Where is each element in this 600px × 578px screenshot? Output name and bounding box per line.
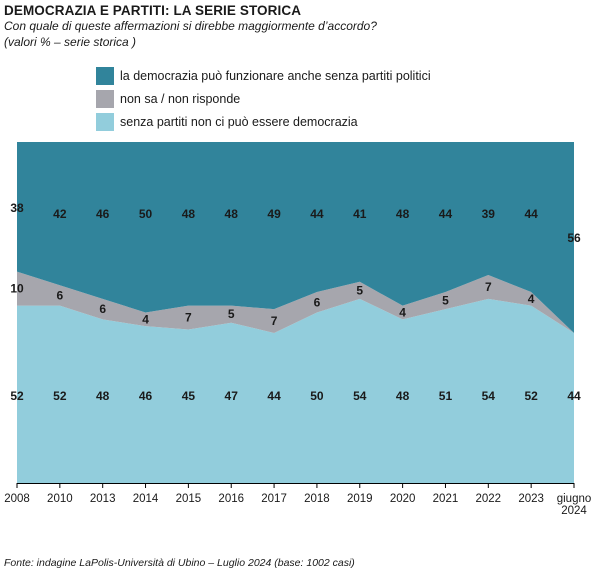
data-label-la-democrazia-puo-funzionare-anche-senza-partiti-politici: 46: [96, 207, 110, 221]
data-label-senza-partiti-non-ci-puo-essere-democrazia: 45: [182, 389, 196, 403]
data-label-la-democrazia-puo-funzionare-anche-senza-partiti-politici: 48: [396, 207, 410, 221]
x-tick-label: 2008: [4, 493, 30, 505]
data-label-senza-partiti-non-ci-puo-essere-democrazia: 46: [139, 389, 153, 403]
data-label-senza-partiti-non-ci-puo-essere-democrazia: 48: [396, 389, 410, 403]
chart-subtitle: Con quale di queste affermazioni si dire…: [4, 19, 377, 33]
data-label-senza-partiti-non-ci-puo-essere-democrazia: 50: [310, 389, 324, 403]
data-label-la-democrazia-puo-funzionare-anche-senza-partiti-politici: 44: [524, 207, 538, 221]
data-label-la-democrazia-puo-funzionare-anche-senza-partiti-politici: 39: [482, 207, 496, 221]
data-label-la-democrazia-puo-funzionare-anche-senza-partiti-politici: 48: [182, 207, 196, 221]
x-tick-label: 2023: [518, 493, 544, 505]
data-label-senza-partiti-non-ci-puo-essere-democrazia: 48: [96, 389, 110, 403]
data-label-senza-partiti-non-ci-puo-essere-democrazia: 52: [53, 389, 67, 403]
x-tick-label: 2010: [47, 493, 73, 505]
legend-label: senza partiti non ci può essere democraz…: [120, 114, 358, 129]
data-label-la-democrazia-puo-funzionare-anche-senza-partiti-politici: 41: [353, 207, 367, 221]
x-tick-label: 2019: [347, 493, 373, 505]
x-tick-label: 2017: [261, 493, 287, 505]
data-label-non-sa-non-risponde: 5: [228, 307, 235, 321]
data-label-la-democrazia-puo-funzionare-anche-senza-partiti-politici: 48: [225, 207, 239, 221]
data-label-non-sa-non-risponde: 4: [528, 292, 535, 306]
data-label-non-sa-non-risponde: 7: [485, 280, 492, 294]
legend-item-non-sa: non sa / non risponde: [96, 87, 431, 110]
data-label-non-sa-non-risponde: 4: [399, 306, 406, 320]
data-label-la-democrazia-puo-funzionare-anche-senza-partiti-politici: 38: [10, 201, 24, 215]
legend-item-senza-partiti-democrazia-no: la democrazia può funzionare anche senza…: [96, 64, 431, 87]
data-label-la-democrazia-puo-funzionare-anche-senza-partiti-politici: 44: [310, 207, 324, 221]
x-tick-label: 2015: [176, 493, 202, 505]
data-label-non-sa-non-risponde: 6: [99, 302, 106, 316]
data-label-non-sa-non-risponde: 6: [57, 288, 64, 302]
area-non-sa-non-risponde: [17, 271, 574, 333]
legend-swatch: [96, 89, 114, 108]
x-tick-label: giugno: [557, 493, 592, 505]
area-senza-partiti-non-ci-puo-essere-democrazia: [17, 298, 574, 483]
data-label-senza-partiti-non-ci-puo-essere-democrazia: 54: [353, 389, 367, 403]
data-label-senza-partiti-non-ci-puo-essere-democrazia: 51: [439, 389, 453, 403]
x-tick-label: 2013: [90, 493, 116, 505]
data-label-senza-partiti-non-ci-puo-essere-democrazia: 47: [225, 389, 239, 403]
data-label-non-sa-non-risponde: 5: [356, 283, 363, 297]
data-label-senza-partiti-non-ci-puo-essere-democrazia: 52: [524, 389, 538, 403]
x-tick-label: 2020: [390, 493, 416, 505]
legend-item-senza-partiti-democrazia-si: senza partiti non ci può essere democraz…: [96, 110, 431, 133]
data-label-la-democrazia-puo-funzionare-anche-senza-partiti-politici: 49: [267, 207, 281, 221]
x-tick-label: 2022: [476, 493, 502, 505]
x-tick-label: 2024: [561, 505, 587, 517]
data-label-la-democrazia-puo-funzionare-anche-senza-partiti-politici: 50: [139, 207, 153, 221]
data-label-la-democrazia-puo-funzionare-anche-senza-partiti-politici: 42: [53, 207, 67, 221]
data-label-senza-partiti-non-ci-puo-essere-democrazia: 52: [10, 389, 24, 403]
data-label-non-sa-non-risponde: 7: [185, 311, 192, 325]
data-label-non-sa-non-risponde: 4: [142, 312, 149, 326]
legend-swatch: [96, 112, 114, 131]
data-label-senza-partiti-non-ci-puo-essere-democrazia: 54: [482, 389, 496, 403]
chart-title: DEMOCRAZIA E PARTITI: LA SERIE STORICA: [4, 3, 302, 18]
data-label-non-sa-non-risponde: 6: [314, 295, 321, 309]
data-label-non-sa-non-risponde: 10: [10, 282, 24, 296]
chart-note: (valori % – serie storica ): [4, 35, 137, 49]
data-label-la-democrazia-puo-funzionare-anche-senza-partiti-politici: 56: [567, 231, 581, 245]
x-tick-label: 2021: [433, 493, 459, 505]
legend: la democrazia può funzionare anche senza…: [96, 64, 431, 133]
legend-label: non sa / non risponde: [120, 91, 241, 106]
legend-swatch: [96, 66, 114, 85]
source-note: Fonte: indagine LaPolis-Università di Ub…: [4, 557, 355, 569]
legend-label: la democrazia può funzionare anche senza…: [120, 68, 431, 83]
x-tick-label: 2016: [218, 493, 244, 505]
x-tick-label: 2014: [133, 493, 159, 505]
data-label-non-sa-non-risponde: 5: [442, 294, 449, 308]
data-label-non-sa-non-risponde: 7: [271, 314, 278, 328]
x-tick-label: 2018: [304, 493, 330, 505]
data-label-la-democrazia-puo-funzionare-anche-senza-partiti-politici: 44: [439, 207, 453, 221]
data-label-senza-partiti-non-ci-puo-essere-democrazia: 44: [267, 389, 281, 403]
data-label-senza-partiti-non-ci-puo-essere-democrazia: 44: [567, 389, 581, 403]
area-la-democrazia-puo-funzionare-anche-senza-partiti-politici: [17, 142, 574, 333]
